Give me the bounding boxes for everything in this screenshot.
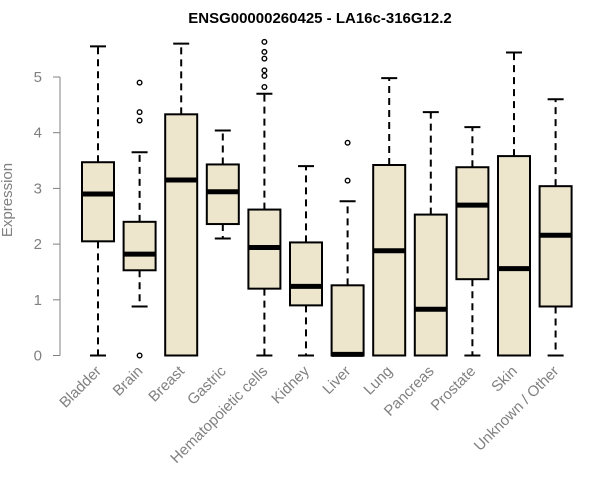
box-lung [372,77,407,357]
x-label-brain: Brain [110,363,147,400]
box-iqr [497,155,531,357]
x-label-bladder: Bladder [56,363,105,412]
outlier-point [136,109,143,116]
y-axis-label: Expression [0,163,16,237]
box-breast [164,42,199,357]
outlier-point [344,139,351,146]
boxes-group [81,38,573,359]
box-brain [122,79,157,359]
box-iqr [122,220,157,272]
outlier-point [136,117,143,124]
box-prostate [455,126,490,357]
y-tick-label-3: 3 [34,180,42,197]
x-label-liver: Liver [319,363,354,398]
box-iqr [372,164,407,357]
y-tick-label-1: 1 [34,292,42,309]
y-tick-label-4: 4 [34,125,42,142]
box-iqr [164,113,199,357]
outlier-point [136,352,143,359]
y-tick-label-2: 2 [34,236,42,253]
chart-title: ENSG00000260425 - LA16c-316G12.2 [188,10,452,27]
y-axis: 0 1 2 3 4 5 [34,69,61,365]
box-iqr [330,284,365,357]
box-iqr [455,166,490,281]
x-label-lung: Lung [360,363,396,399]
outlier-point [261,72,268,79]
box-iqr [205,163,240,226]
x-label-kidney: Kidney [268,362,313,407]
box-liver [330,139,365,357]
box-skin [497,51,531,357]
outlier-point [261,84,268,91]
x-label-skin: Skin [488,363,521,396]
box-kidney [289,165,323,357]
y-tick-label-0: 0 [34,348,42,365]
x-label-prostate: Prostate [428,363,480,415]
box-bladder [81,45,115,357]
outlier-point [136,79,143,86]
box-unknown-other [538,98,573,357]
box-pancreas [413,111,448,357]
outlier-point [344,177,351,184]
outlier-point [261,67,268,74]
outlier-point [261,38,268,45]
y-tick-label-5: 5 [34,69,42,86]
outlier-point [261,55,268,62]
box-iqr [81,161,115,243]
box-iqr [289,241,323,307]
box-iqr [413,213,448,357]
outlier-point [261,48,268,55]
box-hematopoietic-cells [247,38,282,357]
box-iqr [538,185,573,308]
box-gastric [205,129,240,240]
x-label-breast: Breast [145,362,188,405]
